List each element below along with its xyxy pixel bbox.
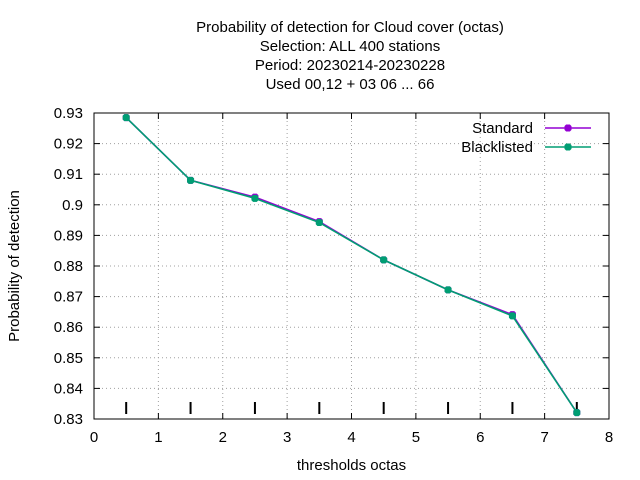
sample-marks bbox=[125, 402, 578, 414]
legend-label: Standard bbox=[472, 120, 533, 137]
x-tick-label: 2 bbox=[219, 429, 227, 446]
x-tick-label: 1 bbox=[154, 429, 162, 446]
x-tick-label: 8 bbox=[605, 429, 613, 446]
grid bbox=[94, 113, 609, 419]
y-tick-label: 0.89 bbox=[54, 227, 83, 244]
legend-label: Blacklisted bbox=[461, 139, 533, 156]
x-tick-label: 3 bbox=[283, 429, 291, 446]
series-lines bbox=[122, 114, 581, 417]
chart-title: Probability of detection for Cloud cover… bbox=[196, 19, 504, 93]
x-axis-label: thresholds octas bbox=[297, 457, 406, 474]
y-tick-label: 0.92 bbox=[54, 136, 83, 153]
y-tick-label: 0.86 bbox=[54, 319, 83, 336]
y-tick-label: 0.88 bbox=[54, 258, 83, 275]
title-line: Selection: ALL 400 stations bbox=[260, 38, 440, 55]
data-point bbox=[122, 114, 130, 122]
y-tick-label: 0.91 bbox=[54, 166, 83, 183]
legend-marker bbox=[564, 124, 572, 132]
x-tick-label: 5 bbox=[412, 429, 420, 446]
x-tick-label: 4 bbox=[347, 429, 355, 446]
legend-item: Blacklisted bbox=[461, 139, 591, 156]
data-point bbox=[251, 194, 259, 202]
data-point bbox=[573, 409, 581, 417]
y-tick-label: 0.85 bbox=[54, 350, 83, 367]
x-tick-labels: 0 1 2 3 4 5 6 7 8 bbox=[90, 429, 613, 446]
title-line: Used 00,12 + 03 06 ... 66 bbox=[266, 76, 435, 93]
y-tick-labels: 0.83 0.84 0.85 0.86 0.87 0.88 0.89 0.9 0.91 0.92 0… bbox=[54, 105, 83, 428]
y-tick-label: 0.93 bbox=[54, 105, 83, 122]
y-tick-label: 0.84 bbox=[54, 380, 83, 397]
y-axis-label: Probability of detection bbox=[6, 190, 23, 342]
legend-item: Standard bbox=[472, 120, 591, 137]
y-tick-label: 0.9 bbox=[62, 197, 83, 214]
legend: Standard Blacklisted bbox=[461, 120, 591, 156]
data-point bbox=[444, 286, 452, 294]
axis-ticks bbox=[93, 112, 610, 420]
y-tick-label: 0.83 bbox=[54, 411, 83, 428]
data-point bbox=[508, 312, 516, 320]
series-line bbox=[125, 117, 578, 414]
series-blacklisted bbox=[122, 114, 581, 417]
legend-marker bbox=[564, 143, 572, 151]
y-tick-label: 0.87 bbox=[54, 289, 83, 306]
data-point bbox=[380, 256, 388, 264]
title-line: Probability of detection for Cloud cover… bbox=[196, 19, 504, 36]
data-point bbox=[315, 219, 323, 227]
x-tick-label: 0 bbox=[90, 429, 98, 446]
data-point bbox=[187, 176, 195, 184]
title-line: Period: 20230214-20230228 bbox=[255, 57, 445, 74]
x-tick-label: 7 bbox=[540, 429, 548, 446]
x-tick-label: 6 bbox=[476, 429, 484, 446]
